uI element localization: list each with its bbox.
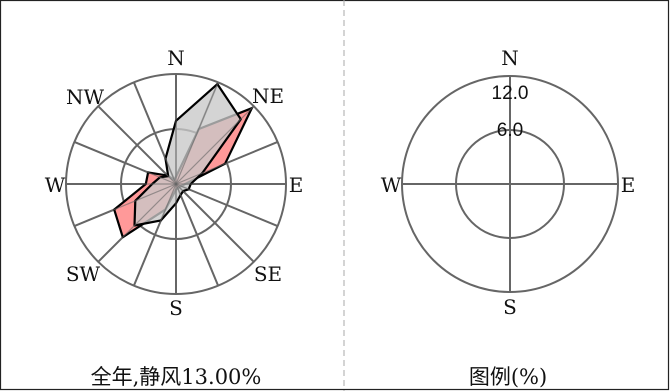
spoke-overlay-line <box>175 183 219 286</box>
legend-direction-label-s: S <box>503 295 517 319</box>
ring-tick-label: 6.0 <box>497 120 523 141</box>
legend-rose: N E S W 6.0 12.0 <box>381 46 636 319</box>
spoke-overlay-line <box>175 183 278 227</box>
spoke-overlay-line <box>175 82 219 185</box>
direction-label-sw: SW <box>66 262 101 286</box>
spoke-overlay-line <box>133 82 177 185</box>
spoke-overlay-line <box>97 105 177 185</box>
spoke-overlay-line <box>74 183 177 227</box>
legend-direction-label-e: E <box>621 173 636 197</box>
direction-label-w: W <box>45 173 66 197</box>
spoke-overlay-line <box>175 105 255 185</box>
legend-spokes <box>402 76 618 292</box>
spoke-overlay-line <box>175 183 255 263</box>
direction-label-ne: NE <box>252 84 284 108</box>
legend-direction-label-n: N <box>501 46 519 70</box>
direction-label-nw: NW <box>66 85 105 109</box>
spoke-overlay-line <box>175 141 278 185</box>
spoke-overlay-line <box>97 183 177 263</box>
legend-direction-labels: N E S W <box>381 46 636 319</box>
annual-rose-caption: 全年,静风13.00% <box>91 365 262 389</box>
rose-direction-labels: N NE E SE S SW W NW <box>45 46 304 320</box>
annual-wind-rose: N NE E SE S SW W NW <box>45 46 304 320</box>
spoke-overlay-line <box>74 141 177 185</box>
direction-label-n: N <box>167 46 185 70</box>
ring-tick-label: 12.0 <box>492 83 529 104</box>
legend-caption: 图例(%) <box>469 365 547 389</box>
direction-label-se: SE <box>254 262 282 286</box>
legend-direction-label-w: W <box>381 173 402 197</box>
direction-label-s: S <box>169 296 183 320</box>
direction-label-e: E <box>289 173 304 197</box>
spoke-overlay-line <box>133 183 177 286</box>
